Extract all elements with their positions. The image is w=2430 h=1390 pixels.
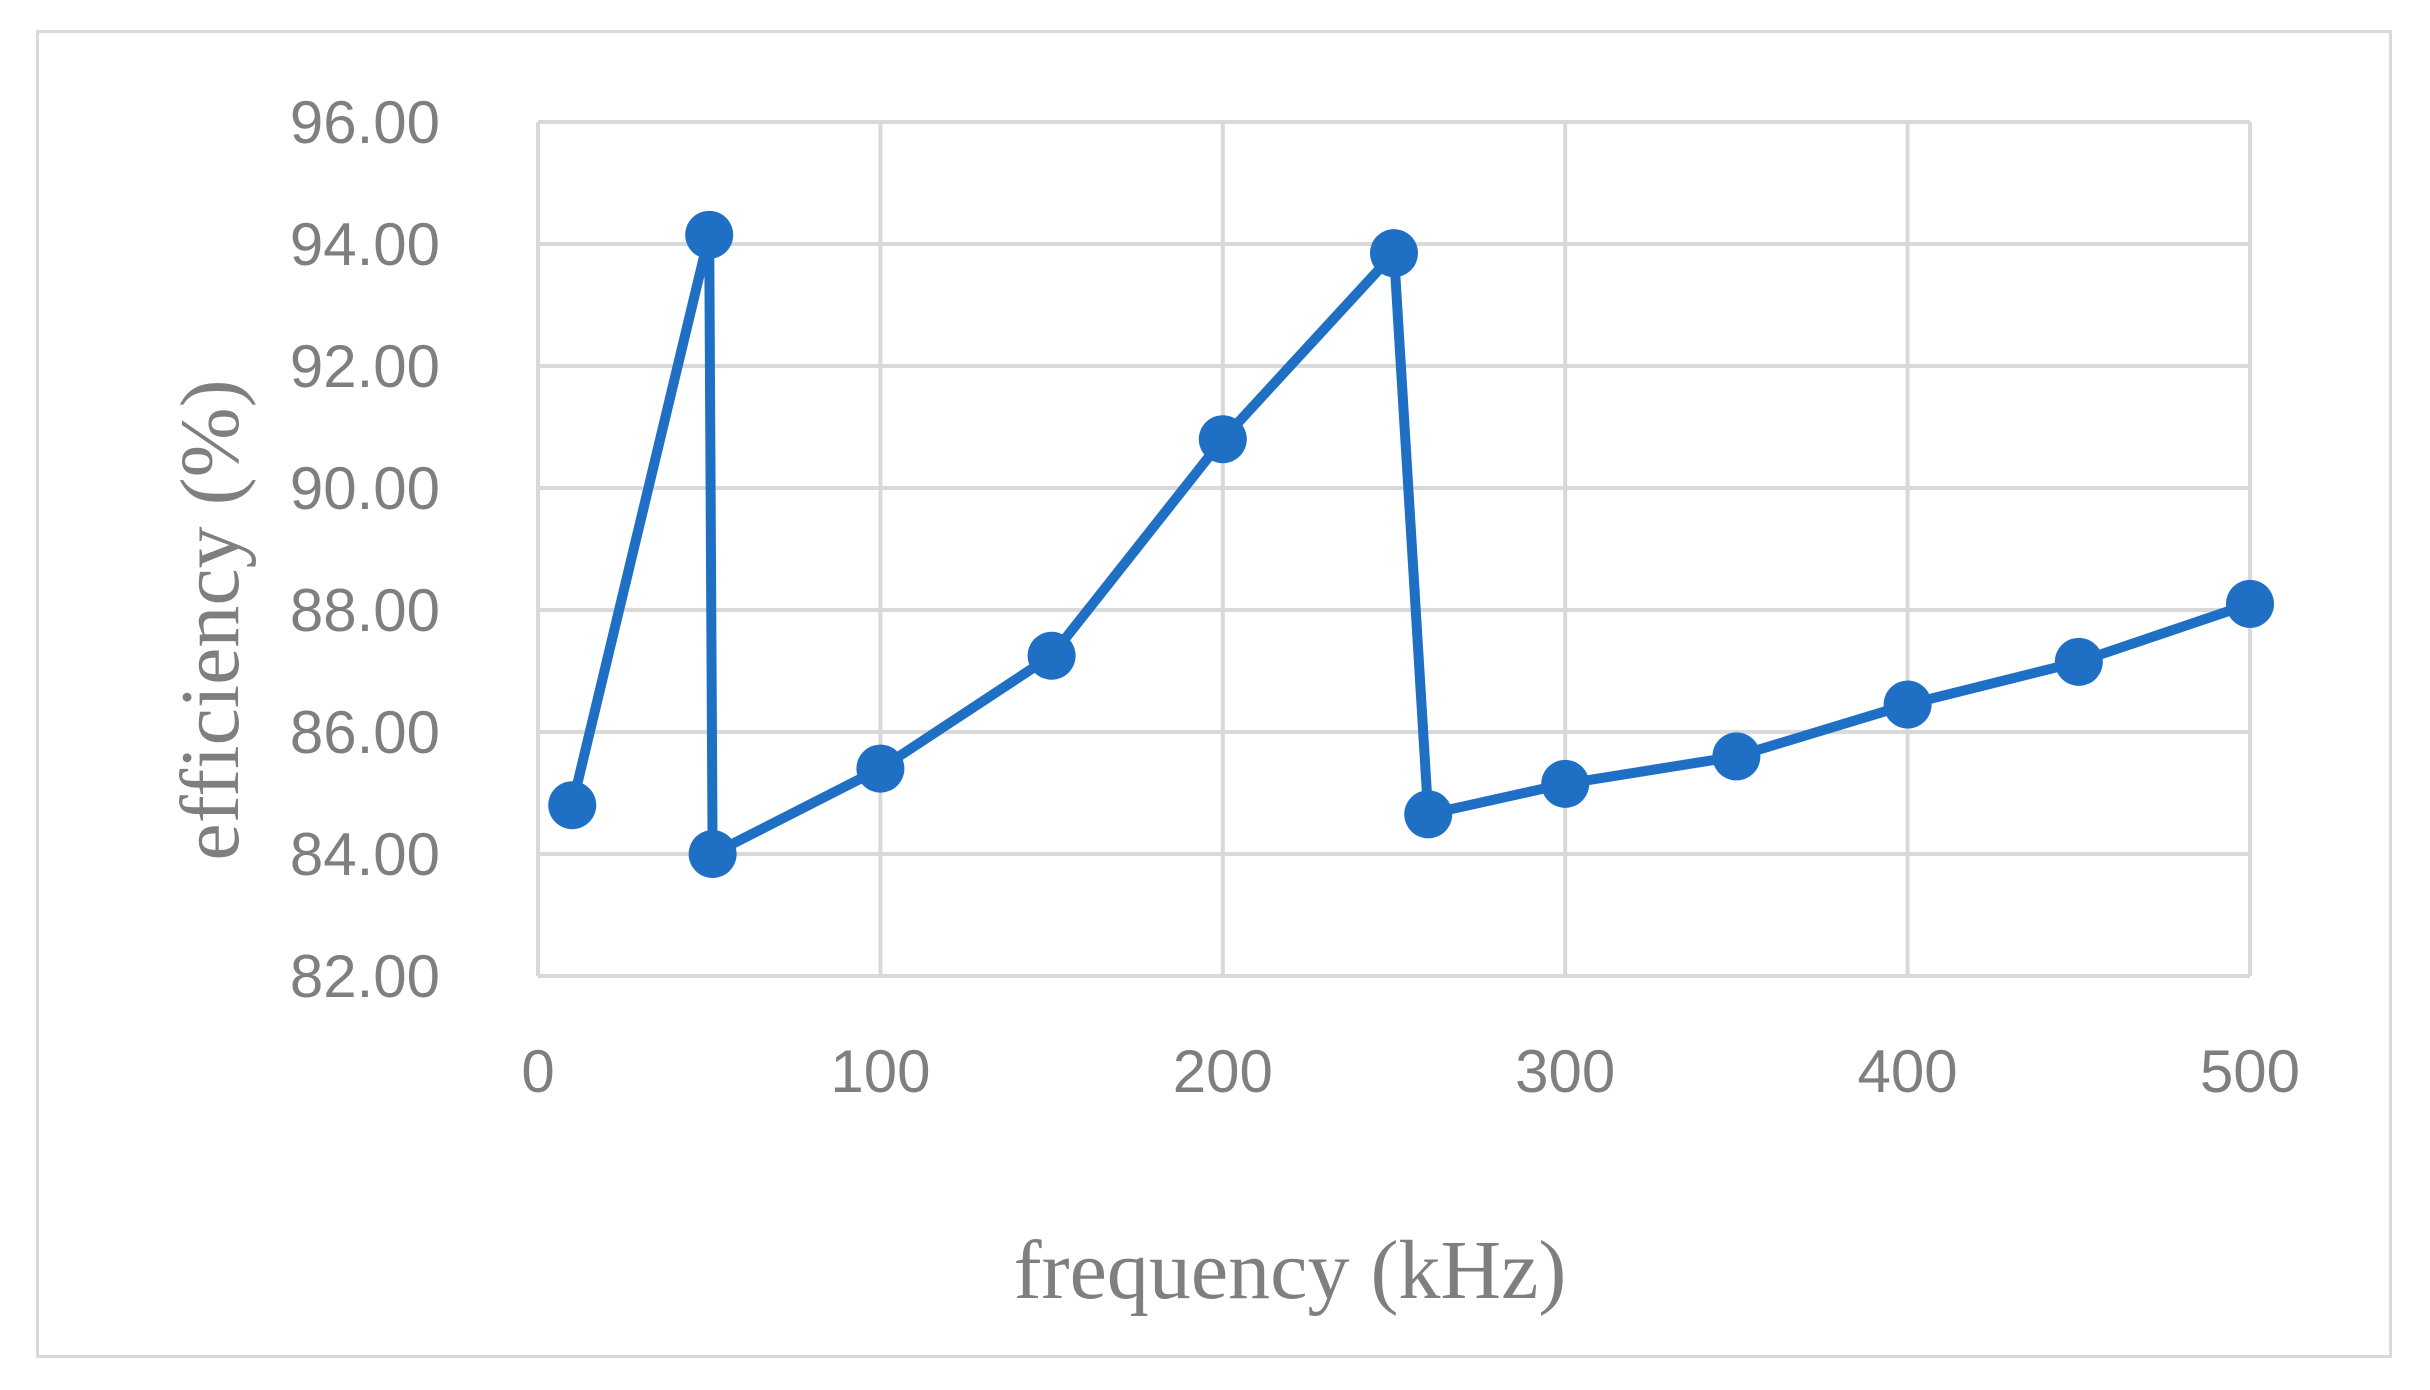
series-layer: [548, 210, 2274, 878]
data-point: [2226, 579, 2274, 628]
data-point: [1370, 229, 1418, 278]
data-point: [1541, 759, 1590, 808]
y-tick-label: 86.00: [290, 699, 440, 766]
y-axis-title: efficiency (%): [164, 379, 257, 860]
data-point: [548, 781, 597, 830]
data-point: [2054, 637, 2103, 686]
data-point: [1712, 732, 1761, 781]
data-point: [1027, 631, 1076, 680]
y-tick-label: 82.00: [290, 943, 440, 1010]
y-tick-label: 88.00: [290, 577, 440, 644]
x-tick-label: 0: [521, 1038, 554, 1105]
x-axis-ticks: 0 100 200 300 400 500: [521, 1038, 2300, 1105]
data-point: [1198, 415, 1247, 464]
x-tick-label: 100: [830, 1038, 930, 1105]
x-axis-title: frequency (kHz): [1014, 1224, 1567, 1317]
data-point: [1404, 790, 1453, 839]
y-tick-label: 96.00: [290, 89, 440, 156]
data-point: [1883, 680, 1932, 729]
x-tick-label: 200: [1173, 1038, 1273, 1105]
x-tick-label: 500: [2200, 1038, 2300, 1105]
data-point: [685, 210, 734, 259]
x-tick-label: 400: [1858, 1038, 1958, 1105]
series-line: [567, 229, 2255, 859]
data-point: [856, 744, 905, 793]
y-tick-label: 94.00: [290, 211, 440, 278]
data-point: [688, 830, 737, 878]
x-tick-label: 300: [1515, 1038, 1615, 1105]
grid-layer: [536, 120, 2252, 978]
y-tick-label: 84.00: [290, 821, 440, 888]
chart-area: [36, 30, 2392, 1358]
y-tick-label: 90.00: [290, 455, 440, 522]
y-tick-label: 92.00: [290, 333, 440, 400]
y-axis-ticks: 82.00 84.00 86.00 88.00 90.00 92.00 94.00 96.00: [290, 89, 440, 1010]
